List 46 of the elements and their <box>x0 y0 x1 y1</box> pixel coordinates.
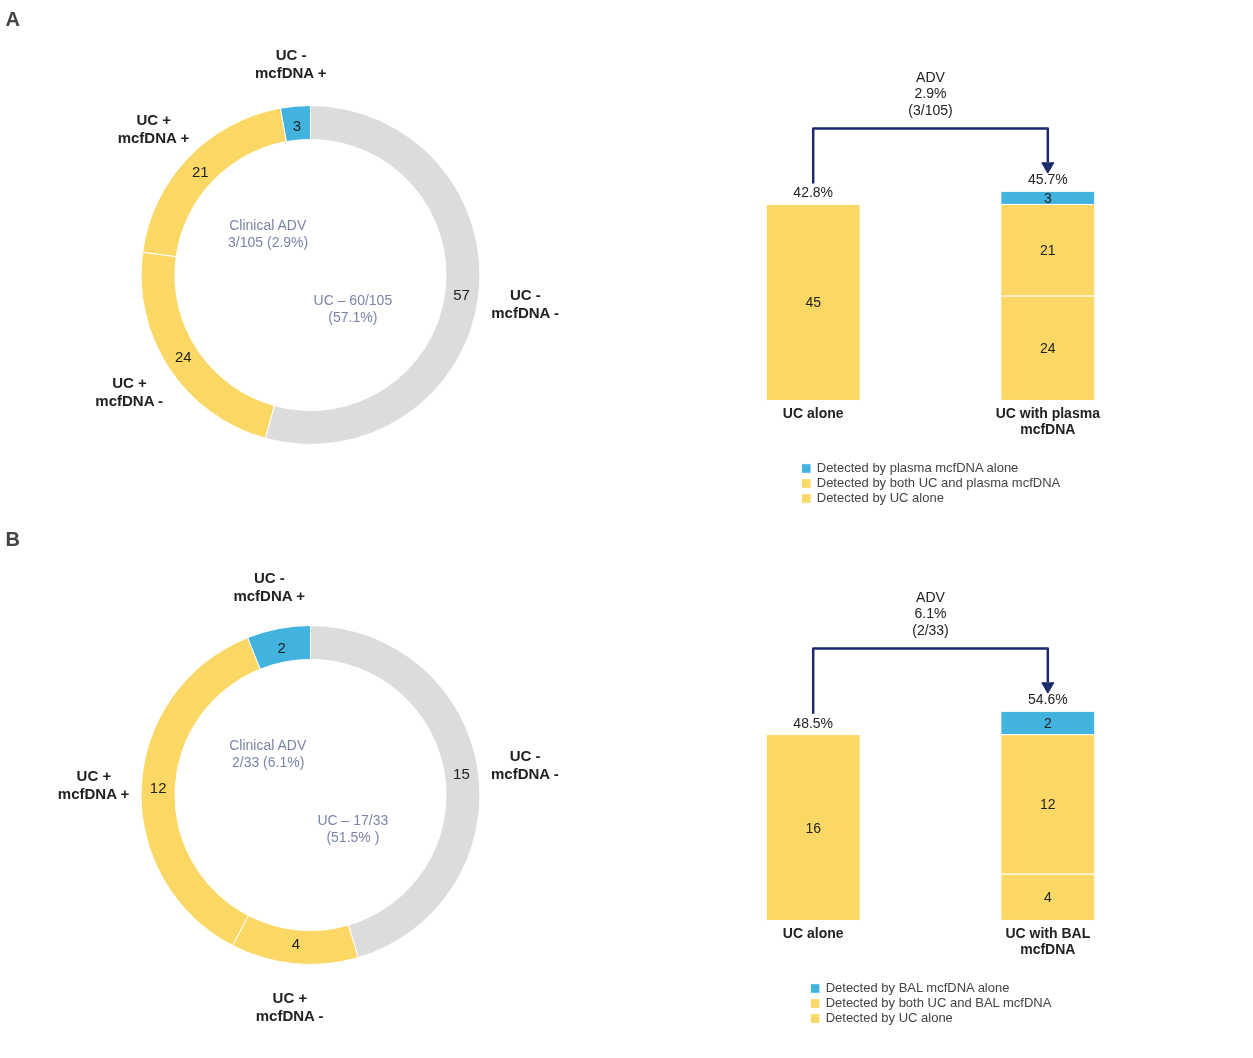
slice-label: UC - mcfDNA + <box>233 569 306 605</box>
data-label: 12 <box>1040 796 1056 813</box>
legend-label: Detected by UC alone <box>825 1010 953 1025</box>
legend-label: Detected by both UC and plasma mcfDNA <box>816 475 1061 490</box>
slice-label: UC + mcfDNA - <box>255 988 324 1024</box>
annotation: 42.8% <box>793 184 834 201</box>
annotation: 48.5% <box>793 714 834 731</box>
data-label: 2 <box>1043 714 1052 731</box>
slice-label: UC - mcfDNA - <box>491 286 560 321</box>
data-label: 2 <box>277 639 286 657</box>
legend-label: Detected by BAL mcfDNA alone <box>825 980 1010 995</box>
annotation: 45.7% <box>1027 171 1068 188</box>
slice-label: UC - mcfDNA - <box>491 747 559 783</box>
annotation: 54.6% <box>1027 691 1068 708</box>
slice-label: UC + mcfDNA - <box>95 374 164 410</box>
data-label: 21 <box>1040 242 1056 259</box>
slice-label: UC + mcfDNA + <box>57 767 130 803</box>
data-label: 24 <box>1040 340 1056 357</box>
data-label: 16 <box>805 819 822 836</box>
text: ADV 6.1% (2/33) <box>912 588 949 639</box>
legend-label: Detected by both UC and BAL mcfDNA <box>825 995 1052 1010</box>
x-tick-label: UC with BAL mcfDNA <box>1005 924 1091 958</box>
text: Clinical ADV 3/105 (2.9%) <box>228 217 309 250</box>
data-label: 21 <box>191 162 209 180</box>
legend-label: Detected by UC alone <box>816 490 944 505</box>
text: UC – 60/105 (57.1%) <box>313 291 393 325</box>
data-label: 3 <box>1043 189 1052 206</box>
x-tick-label: UC alone <box>782 924 844 941</box>
x-tick-label: UC alone <box>782 404 844 421</box>
slice-label: UC - mcfDNA + <box>255 46 327 82</box>
chart-title: B <box>5 527 20 550</box>
text: Clinical ADV 2/33 (6.1%) <box>229 737 307 770</box>
x-tick-label: UC with plasma mcfDNA <box>995 404 1101 438</box>
data-label: 12 <box>149 778 167 796</box>
data-label: 24 <box>174 348 192 366</box>
data-label: 4 <box>291 934 301 952</box>
data-label: 3 <box>292 117 301 135</box>
chart-title: A <box>5 7 20 30</box>
text: ADV 2.9% (3/105) <box>908 68 953 119</box>
slice-label: UC + mcfDNA + <box>117 110 190 146</box>
data-label: 57 <box>453 286 470 304</box>
legend-label: Detected by plasma mcfDNA alone <box>816 460 1019 475</box>
data-label: 45 <box>805 294 822 311</box>
text: UC – 17/33 (51.5% ) <box>317 811 389 845</box>
data-label: 4 <box>1043 889 1052 906</box>
data-label: 15 <box>453 764 470 782</box>
